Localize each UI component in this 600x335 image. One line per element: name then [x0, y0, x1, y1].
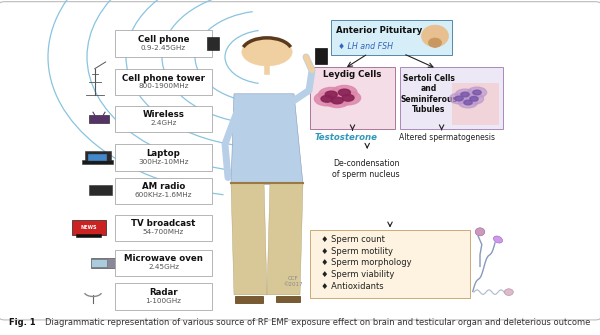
Text: NEWS: NEWS	[80, 225, 97, 229]
FancyBboxPatch shape	[115, 144, 212, 171]
Text: AM radio: AM radio	[142, 183, 185, 191]
Text: Diagrammatic representation of various source of RF EMF exposure effect on brain: Diagrammatic representation of various s…	[45, 318, 590, 327]
Text: Cell phone: Cell phone	[138, 35, 189, 44]
Polygon shape	[231, 94, 303, 184]
Text: Leydig Cells: Leydig Cells	[323, 70, 382, 79]
FancyBboxPatch shape	[310, 67, 395, 129]
FancyBboxPatch shape	[89, 115, 109, 123]
Text: 1-100GHz: 1-100GHz	[146, 298, 182, 304]
Text: Altered spermatogenesis: Altered spermatogenesis	[399, 133, 495, 142]
FancyBboxPatch shape	[82, 160, 113, 164]
Circle shape	[455, 96, 463, 101]
FancyBboxPatch shape	[89, 185, 112, 195]
Text: ♦ Sperm morphology: ♦ Sperm morphology	[321, 259, 412, 267]
FancyBboxPatch shape	[0, 2, 600, 320]
Circle shape	[342, 94, 354, 101]
Circle shape	[461, 92, 469, 97]
Text: ♦ Sperm viability: ♦ Sperm viability	[321, 270, 394, 279]
Ellipse shape	[421, 25, 449, 47]
Circle shape	[455, 89, 475, 100]
Text: 2.4GHz: 2.4GHz	[151, 120, 176, 126]
Text: Anterior Pituitary: Anterior Pituitary	[336, 26, 422, 35]
Text: Radar: Radar	[149, 288, 178, 297]
FancyBboxPatch shape	[91, 258, 116, 268]
Text: ♦ Sperm count: ♦ Sperm count	[321, 235, 385, 244]
Circle shape	[331, 97, 343, 104]
Text: Testosterone: Testosterone	[315, 133, 378, 142]
Text: Sertoli Cells
and
Seminiferous
Tubules: Sertoli Cells and Seminiferous Tubules	[401, 74, 458, 114]
FancyBboxPatch shape	[310, 230, 470, 298]
Text: 600KHz-1.6MHz: 600KHz-1.6MHz	[135, 192, 192, 198]
FancyBboxPatch shape	[115, 283, 212, 310]
FancyBboxPatch shape	[115, 178, 212, 204]
FancyBboxPatch shape	[331, 20, 452, 55]
Polygon shape	[231, 183, 267, 295]
FancyBboxPatch shape	[276, 296, 300, 302]
Circle shape	[319, 87, 344, 102]
Text: 54-700MHz: 54-700MHz	[143, 229, 184, 235]
Circle shape	[325, 93, 350, 108]
FancyBboxPatch shape	[115, 250, 212, 276]
Text: ♦ LH and FSH: ♦ LH and FSH	[338, 42, 393, 51]
Circle shape	[314, 92, 340, 106]
Ellipse shape	[493, 236, 503, 243]
Circle shape	[458, 97, 478, 108]
FancyBboxPatch shape	[235, 296, 263, 303]
Text: Laptop: Laptop	[146, 149, 181, 158]
Circle shape	[321, 95, 333, 102]
FancyBboxPatch shape	[400, 67, 503, 129]
FancyBboxPatch shape	[88, 154, 107, 161]
FancyBboxPatch shape	[76, 234, 101, 237]
Circle shape	[332, 85, 357, 99]
FancyBboxPatch shape	[72, 220, 106, 234]
Circle shape	[473, 90, 481, 95]
Text: Fig. 1: Fig. 1	[9, 318, 38, 327]
Text: 0.9-2.45GHz: 0.9-2.45GHz	[141, 45, 186, 51]
Circle shape	[470, 96, 478, 101]
Circle shape	[242, 38, 292, 66]
Circle shape	[464, 93, 484, 104]
Text: TV broadcast: TV broadcast	[131, 219, 196, 228]
FancyBboxPatch shape	[115, 69, 212, 95]
Circle shape	[449, 93, 469, 104]
Text: CCF
©2017: CCF ©2017	[283, 276, 302, 287]
Text: De-condensation
of sperm nucleus: De-condensation of sperm nucleus	[332, 159, 400, 179]
Circle shape	[338, 89, 350, 96]
Circle shape	[467, 87, 487, 98]
Circle shape	[464, 100, 472, 105]
Circle shape	[325, 91, 337, 98]
Ellipse shape	[504, 289, 513, 295]
Text: 2.45GHz: 2.45GHz	[148, 264, 179, 270]
Text: Microwave oven: Microwave oven	[124, 255, 203, 263]
FancyBboxPatch shape	[91, 259, 107, 267]
Text: Wireless: Wireless	[143, 111, 184, 119]
FancyBboxPatch shape	[207, 37, 219, 50]
FancyBboxPatch shape	[115, 30, 212, 57]
FancyBboxPatch shape	[85, 151, 111, 161]
Circle shape	[335, 91, 361, 105]
Text: ♦ Sperm motility: ♦ Sperm motility	[321, 247, 393, 256]
FancyBboxPatch shape	[115, 215, 212, 241]
Text: Cell phone tower: Cell phone tower	[122, 74, 205, 82]
FancyBboxPatch shape	[315, 48, 327, 64]
Text: ♦ Antioxidants: ♦ Antioxidants	[321, 282, 383, 291]
Text: 800-1900MHz: 800-1900MHz	[138, 83, 189, 89]
Ellipse shape	[428, 38, 442, 48]
Text: 300Hz-10MHz: 300Hz-10MHz	[138, 159, 189, 165]
FancyBboxPatch shape	[115, 106, 212, 132]
FancyBboxPatch shape	[452, 83, 499, 125]
Polygon shape	[267, 183, 303, 295]
Ellipse shape	[475, 228, 485, 236]
